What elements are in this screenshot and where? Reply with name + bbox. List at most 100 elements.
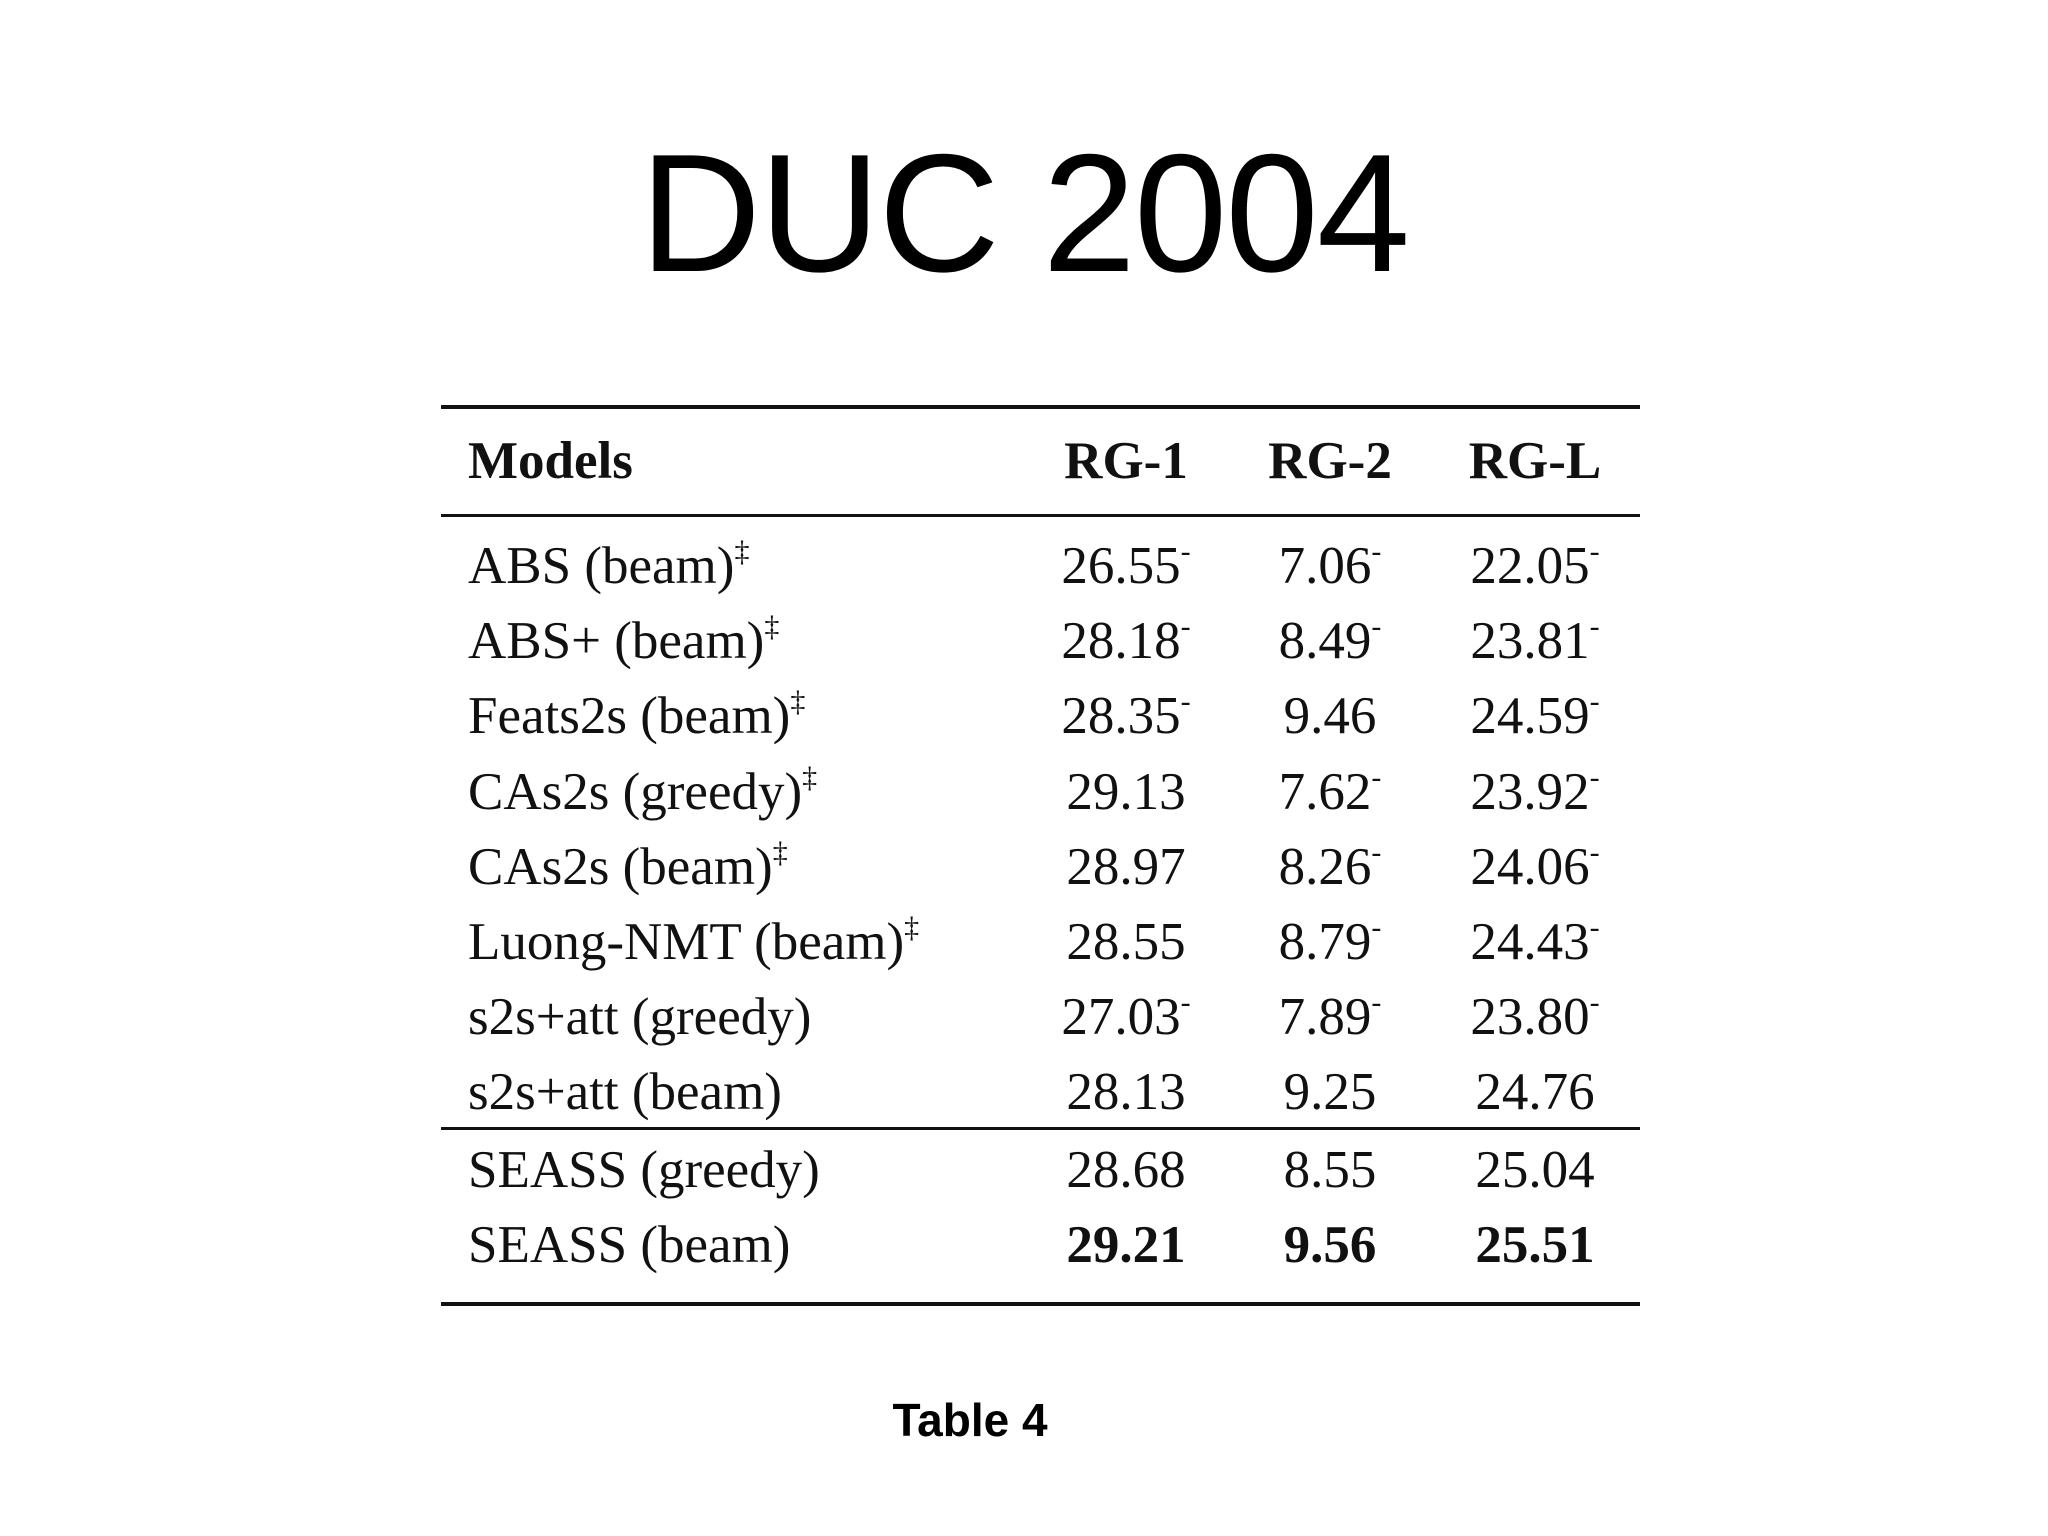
score-cell: 8.79-: [1279, 910, 1382, 974]
score-cell: 23.81-: [1470, 609, 1599, 673]
score-cell: 25.04: [1475, 1138, 1594, 1202]
column-header: RG-2: [1268, 432, 1392, 490]
score-cell: 8.26-: [1279, 835, 1382, 899]
header-rule: [441, 514, 1640, 517]
significance-mark: -: [1371, 986, 1382, 1020]
score: 7.06: [1278, 537, 1372, 595]
significance-mark: -: [1589, 610, 1600, 644]
score: 8.79: [1278, 913, 1372, 971]
score: 9.25: [1283, 1063, 1377, 1122]
model-label: SEASS (beam): [468, 1215, 791, 1274]
model-name: SEASS (beam): [468, 1213, 790, 1277]
score-cell: 26.55-: [1061, 534, 1190, 598]
score: 25.51: [1475, 1215, 1595, 1274]
model-name: Luong-NMT (beam)‡: [468, 910, 919, 974]
score: 28.35: [1061, 687, 1181, 746]
model-name: ABS+ (beam)‡: [468, 609, 779, 673]
model-name: Feats2s (beam)‡: [468, 684, 805, 748]
significance-mark: -: [1589, 986, 1600, 1020]
table-top-rule: [441, 405, 1640, 409]
model-name: CAs2s (greedy)‡: [468, 760, 817, 824]
model-mark: ‡: [790, 685, 806, 719]
model-label: Luong-NMT (beam): [468, 913, 905, 971]
score: 26.55: [1061, 537, 1181, 595]
column-header: Models: [468, 432, 633, 490]
score-cell: 28.68: [1066, 1138, 1185, 1202]
score: 28.18: [1061, 612, 1181, 671]
model-label: Feats2s (beam): [468, 687, 791, 746]
significance-mark: -: [1371, 535, 1382, 568]
significance-mark: -: [1180, 610, 1191, 644]
model-mark: ‡: [772, 835, 788, 869]
score-cell: 8.49-: [1279, 609, 1382, 673]
score: 23.92: [1470, 762, 1590, 821]
model-label: s2s+att (greedy): [468, 988, 812, 1047]
score-cell: 29.13: [1066, 760, 1185, 824]
model-name: ABS (beam)‡: [468, 534, 749, 598]
score: 9.56: [1283, 1215, 1377, 1274]
table-caption: Table 4: [892, 1394, 1048, 1446]
significance-mark: -: [1180, 986, 1191, 1020]
score: 9.46: [1283, 687, 1377, 746]
score: 29.13: [1066, 762, 1186, 821]
significance-mark: -: [1180, 685, 1191, 719]
significance-mark: -: [1180, 535, 1191, 568]
significance-mark: -: [1371, 610, 1382, 644]
score: 8.26: [1278, 837, 1372, 896]
model-name: SEASS (greedy): [468, 1138, 820, 1202]
score: 28.68: [1066, 1140, 1186, 1199]
column-header: RG-L: [1468, 432, 1602, 490]
score-cell: 28.97: [1066, 835, 1185, 899]
significance-mark: -: [1589, 535, 1600, 568]
score-cell: 22.05-: [1470, 534, 1599, 598]
model-label: ABS (beam): [468, 537, 735, 595]
score: 7.89: [1278, 988, 1372, 1047]
significance-mark: -: [1589, 760, 1600, 794]
score-cell: 28.18-: [1061, 609, 1190, 673]
score-cell: 24.59-: [1470, 684, 1599, 748]
model-mark: ‡: [764, 610, 780, 644]
model-name: CAs2s (beam)‡: [468, 835, 788, 899]
model-label: s2s+att (beam): [468, 1063, 782, 1122]
score: 24.59: [1470, 687, 1590, 746]
model-mark: ‡: [802, 760, 818, 794]
group-rule: [441, 1127, 1640, 1130]
score-cell: 8.55: [1284, 1138, 1377, 1202]
score-cell: 29.21: [1066, 1213, 1185, 1277]
score: 22.05: [1470, 537, 1590, 595]
column-header: RG-1: [1064, 432, 1188, 490]
table-bottom-rule: [441, 1302, 1640, 1306]
score: 7.62: [1278, 762, 1372, 821]
score: 23.81: [1470, 612, 1590, 671]
score-cell: 23.80-: [1470, 985, 1599, 1049]
significance-mark: -: [1589, 685, 1600, 719]
score: 24.06: [1470, 837, 1590, 896]
model-name: s2s+att (beam): [468, 1060, 782, 1124]
score-cell: 7.62-: [1279, 760, 1382, 824]
slide-title: DUC 2004: [639, 119, 1410, 307]
score-cell: 24.76: [1475, 1060, 1594, 1124]
score: 29.21: [1066, 1215, 1186, 1274]
significance-mark: -: [1371, 835, 1382, 869]
score-cell: 7.89-: [1279, 985, 1382, 1049]
score-cell: 23.92-: [1470, 760, 1599, 824]
score: 27.03: [1061, 988, 1181, 1047]
model-mark: ‡: [904, 911, 920, 944]
score-cell: 24.43-: [1470, 910, 1599, 974]
model-label: CAs2s (beam): [468, 837, 773, 896]
model-label: CAs2s (greedy): [468, 762, 803, 821]
score-cell: 7.06-: [1279, 534, 1382, 598]
score: 8.49: [1278, 612, 1372, 671]
score-cell: 24.06-: [1470, 835, 1599, 899]
significance-mark: -: [1371, 911, 1382, 944]
score-cell: 28.55: [1066, 910, 1185, 974]
score: 25.04: [1475, 1140, 1595, 1199]
score-cell: 28.35-: [1061, 684, 1190, 748]
model-name: s2s+att (greedy): [468, 985, 811, 1049]
score-cell: 9.25: [1284, 1060, 1377, 1124]
score: 28.55: [1066, 913, 1186, 971]
score-cell: 9.46: [1284, 684, 1377, 748]
score: 24.76: [1475, 1063, 1595, 1122]
score: 28.13: [1066, 1063, 1186, 1122]
